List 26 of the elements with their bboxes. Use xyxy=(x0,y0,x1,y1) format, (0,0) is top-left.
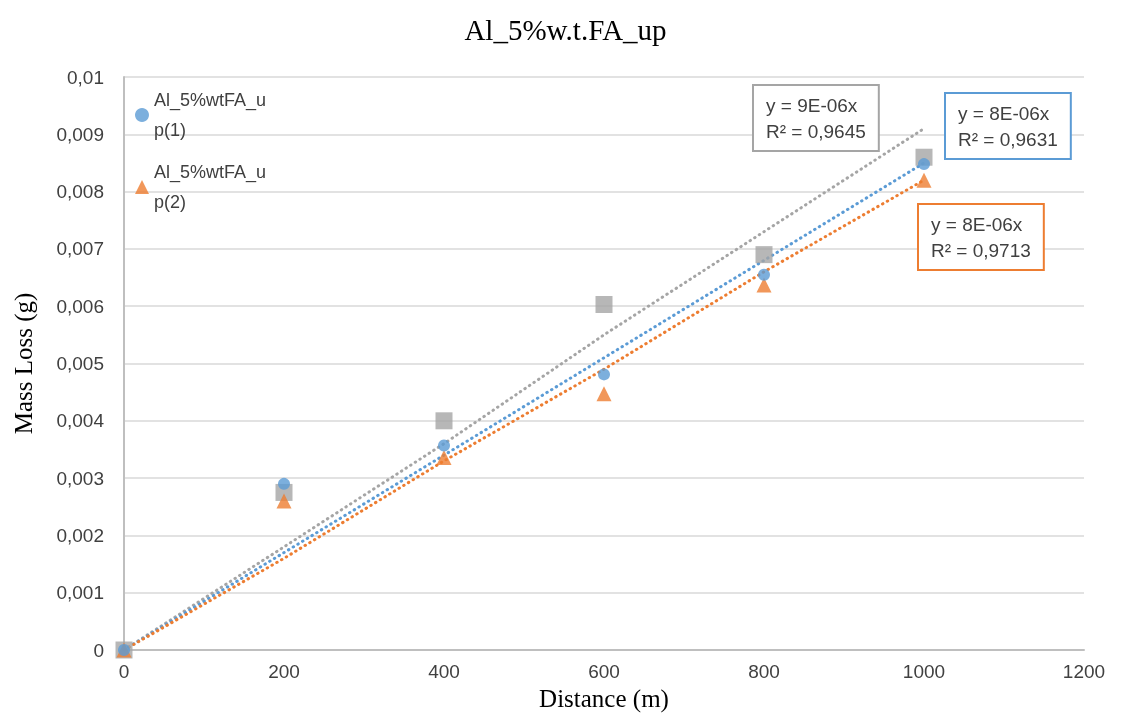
x-tick-label: 800 xyxy=(748,661,780,682)
y-tick-label: 0,004 xyxy=(56,410,105,432)
legend-label: Al_5%wtFA_up(1) xyxy=(154,90,267,140)
x-tick-label: 400 xyxy=(428,661,460,682)
x-axis-title: Distance (m) xyxy=(539,685,669,713)
x-tick-label: 1000 xyxy=(902,661,946,682)
x-tick-label: 200 xyxy=(268,661,300,682)
annotation: y = 8E-06x R² = 0,9631 xyxy=(958,102,1058,150)
y-tick-label: 0 xyxy=(93,639,104,661)
y-tick-label: 0,003 xyxy=(56,467,104,489)
y-tick-label: 0,008 xyxy=(56,181,104,203)
x-tick-label: 600 xyxy=(588,661,620,682)
annotation: y = 8E-06x R² = 0,9713 xyxy=(931,213,1031,261)
y-tick-label: 0,005 xyxy=(56,353,104,374)
x-tick-label: 1200 xyxy=(1062,661,1106,682)
y-tick-label: 0,01 xyxy=(67,66,104,88)
y-axis-title: Mass Loss (g) xyxy=(10,292,38,435)
y-tick-label: 0,007 xyxy=(56,238,104,260)
legend-label: Al_5%wtFA_up(2) xyxy=(154,162,267,212)
annotation: y = 9E-06x R² = 0,9645 xyxy=(766,94,866,142)
y-tick-label: 0,006 xyxy=(56,295,104,317)
y-tick-label: 0,009 xyxy=(56,123,104,145)
y-tick-label: 0,001 xyxy=(56,582,104,604)
chart-title: Al_5%w.t.FA_up xyxy=(464,13,667,46)
y-tick-label: 0,002 xyxy=(56,524,104,546)
x-tick-label: 0 xyxy=(118,661,130,682)
